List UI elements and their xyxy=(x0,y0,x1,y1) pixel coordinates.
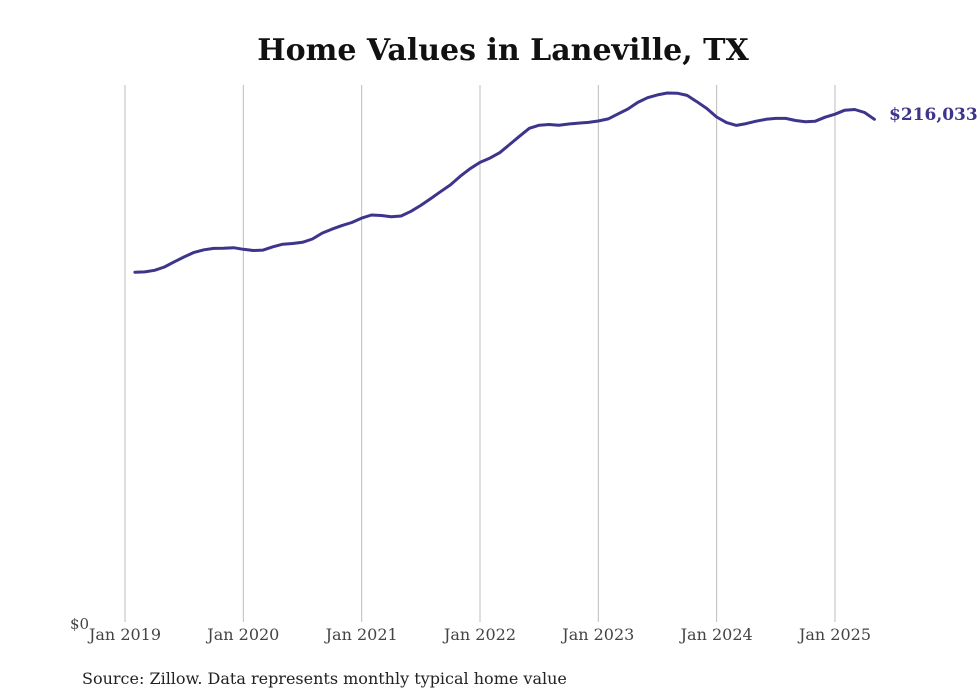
x-tick-label: Jan 2021 xyxy=(324,625,398,644)
source-note: Source: Zillow. Data represents monthly … xyxy=(82,669,567,688)
x-axis-tick-labels: Jan 2019 Jan 2020 Jan 2021 Jan 2022 Jan 2023… xyxy=(87,625,871,644)
vertical-gridlines xyxy=(124,85,836,622)
home-value-line xyxy=(133,91,876,274)
x-tick-label: Jan 2022 xyxy=(442,625,516,644)
x-tick-label: Jan 2024 xyxy=(679,625,753,644)
chart-title: Home Values in Laneville, TX xyxy=(257,33,749,68)
x-tick-label: Jan 2019 xyxy=(87,625,161,644)
x-tick-label: Jan 2020 xyxy=(205,625,279,644)
latest-value-label: $216,033 xyxy=(889,105,978,125)
y-axis-zero-label: $0 xyxy=(70,615,89,633)
x-tick-label: Jan 2025 xyxy=(797,625,871,644)
x-tick-label: Jan 2023 xyxy=(560,625,634,644)
